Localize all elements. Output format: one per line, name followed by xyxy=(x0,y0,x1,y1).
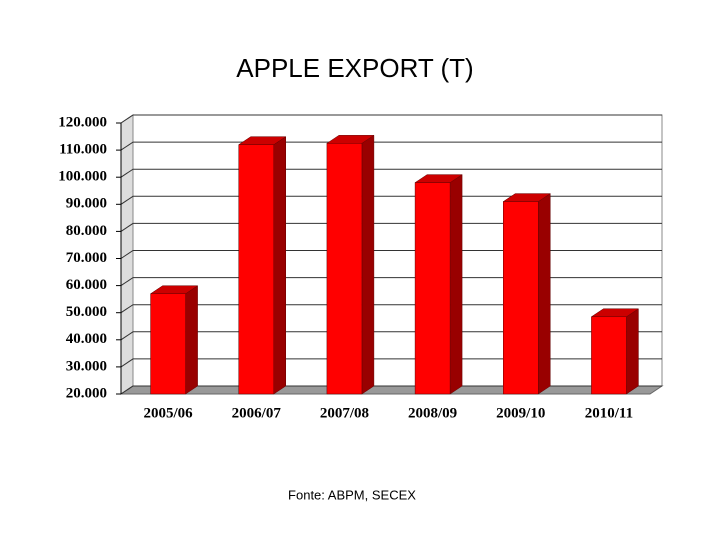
y-tick-label: 100.000 xyxy=(58,169,107,185)
bar xyxy=(503,201,539,395)
x-tick-label: 2007/08 xyxy=(320,405,369,421)
grid-line xyxy=(120,114,662,124)
bar xyxy=(591,316,627,395)
y-tick-label: 50.000 xyxy=(66,304,107,320)
grid-line xyxy=(120,222,662,232)
chart-title: APPLE EXPORT (T) xyxy=(236,53,473,83)
x-tick-label: 2009/10 xyxy=(496,405,545,421)
grid-line xyxy=(120,195,662,205)
y-tick-label: 110.000 xyxy=(59,142,107,158)
y-tick-label: 40.000 xyxy=(66,331,107,347)
bar-side xyxy=(626,308,639,395)
grid-line xyxy=(120,250,662,259)
grid-line xyxy=(120,331,662,341)
y-tick-label: 30.000 xyxy=(66,358,107,374)
grid-line xyxy=(120,304,662,314)
bar xyxy=(150,293,186,395)
x-tick-label: 2008/09 xyxy=(408,405,457,421)
bar xyxy=(326,143,363,395)
floor xyxy=(119,385,664,395)
bar-side xyxy=(185,285,198,395)
bar-side xyxy=(538,193,551,395)
grid-line xyxy=(120,141,662,151)
grid-line xyxy=(120,358,662,368)
x-tick-label: 2006/07 xyxy=(232,405,282,421)
x-tick-label: 2005/06 xyxy=(143,405,193,421)
y-tick-label: 70.000 xyxy=(66,250,107,266)
source-note: Fonte: ABPM, SECEX xyxy=(288,487,416,502)
bar xyxy=(414,182,451,395)
y-tick-label: 60.000 xyxy=(66,277,107,293)
y-tick-label: 120.000 xyxy=(58,114,107,130)
y-tick-label: 90.000 xyxy=(66,196,107,212)
grid-line xyxy=(120,277,662,287)
bar-side xyxy=(449,174,463,395)
y-tick-label: 20.000 xyxy=(66,385,107,401)
grid-line xyxy=(120,168,662,178)
bar-side xyxy=(273,136,286,395)
y-tick-label: 80.000 xyxy=(66,223,107,239)
bar xyxy=(238,144,274,395)
x-tick-label: 2010/11 xyxy=(585,405,633,421)
grid-line xyxy=(120,385,662,395)
bar-side xyxy=(361,134,375,395)
